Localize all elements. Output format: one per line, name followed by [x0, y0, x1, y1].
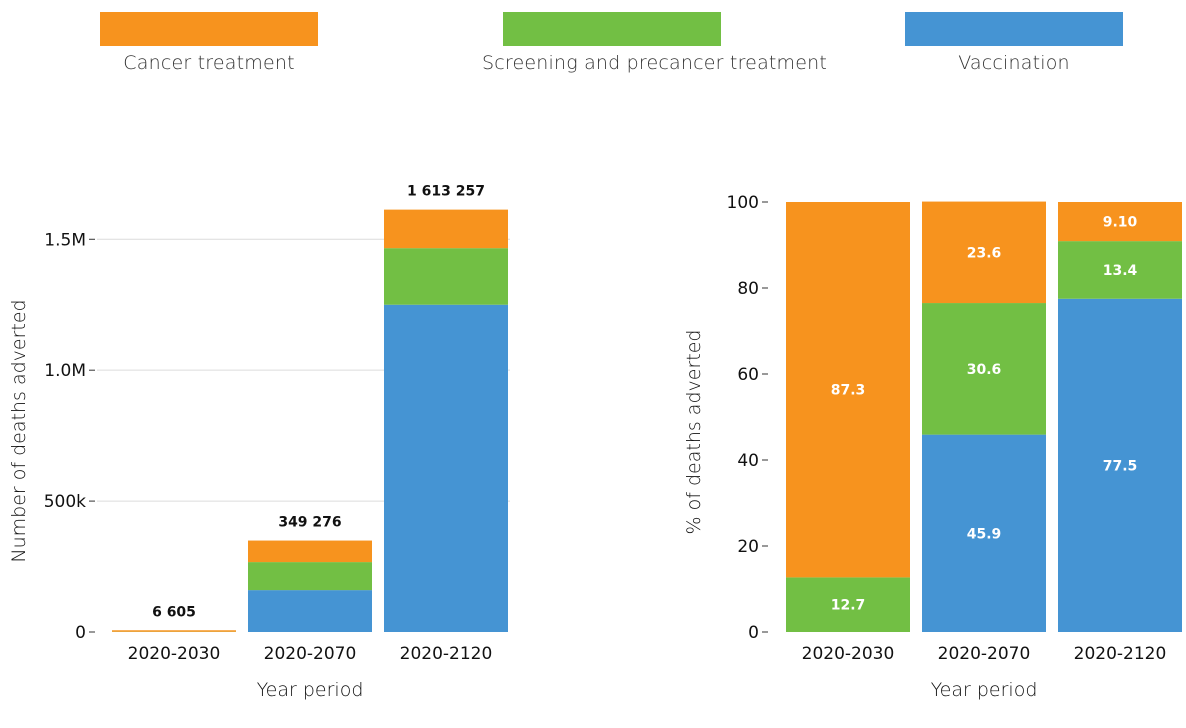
bar-0-1-2 — [248, 540, 372, 563]
x-axis-title-0: Year period — [257, 679, 364, 701]
bar-1-2-1 — [1058, 241, 1182, 299]
x-tick-label-1-1: 2020-2070 — [938, 644, 1031, 664]
y-tick-label-1-3: 60 — [737, 365, 759, 385]
legend-label-vaccination: Vaccination — [958, 52, 1070, 74]
segment-label-1-2-2: 9.10 — [1103, 215, 1138, 231]
y-tick-label-1-5: 100 — [727, 193, 759, 213]
y-tick-label-1-2: 40 — [737, 451, 759, 471]
legend: Cancer treatment Screening and precancer… — [0, 12, 1186, 82]
segment-label-1-0-1: 12.7 — [831, 598, 866, 614]
segment-label-1-1-0: 45.9 — [967, 526, 1002, 542]
bar-0-2-2 — [384, 209, 508, 249]
legend-label-cancer-treatment: Cancer treatment — [123, 52, 295, 74]
legend-swatch-cancer-treatment — [100, 12, 318, 46]
total-label-0-1: 349 276 — [278, 515, 341, 531]
bar-0-0-2 — [112, 630, 236, 632]
segment-label-1-2-0: 77.5 — [1103, 458, 1138, 474]
y-tick-label-1-0: 0 — [748, 623, 759, 643]
y-axis-title-1: % of deaths adverted — [683, 330, 705, 535]
bar-0-2-0 — [384, 304, 508, 632]
x-tick-label-0-1: 2020-2070 — [264, 644, 357, 664]
y-tick-label-0-2: 1.0M — [44, 361, 86, 381]
legend-swatch-screening — [503, 12, 721, 46]
bar-0-1-0 — [248, 590, 372, 632]
y-tick-label-1-4: 80 — [737, 279, 759, 299]
legend-item-cancer-treatment: Cancer treatment — [79, 12, 339, 74]
bar-1-1-0 — [922, 434, 1046, 632]
y-tick-label-1-1: 20 — [737, 537, 759, 557]
y-tick-label-0-1: 500k — [44, 492, 86, 512]
y-axis-title-0: Number of deaths adverted — [8, 299, 30, 562]
x-tick-label-0-2: 2020-2120 — [400, 644, 493, 664]
total-label-0-0: 6 605 — [152, 604, 196, 620]
bar-1-0-2 — [786, 202, 910, 578]
x-tick-label-0-0: 2020-2030 — [128, 644, 221, 664]
bar-1-1-2 — [922, 201, 1046, 304]
x-tick-label-1-0: 2020-2030 — [802, 644, 895, 664]
bar-1-0-1 — [786, 577, 910, 632]
legend-item-screening: Screening and precancer treatment — [482, 12, 828, 74]
x-axis-title-1: Year period — [931, 679, 1038, 701]
legend-label-screening: Screening and precancer treatment — [482, 52, 828, 74]
segment-label-1-2-1: 13.4 — [1103, 263, 1138, 279]
legend-swatch-vaccination — [905, 12, 1123, 46]
bar-1-2-2 — [1058, 202, 1182, 242]
total-label-0-2: 1 613 257 — [407, 184, 485, 200]
legend-item-vaccination: Vaccination — [884, 12, 1144, 74]
segment-label-1-1-2: 23.6 — [967, 245, 1002, 261]
bar-0-2-1 — [384, 248, 508, 305]
segment-label-1-0-2: 87.3 — [831, 383, 866, 399]
bar-0-1-1 — [248, 562, 372, 591]
y-tick-label-0-3: 1.5M — [44, 230, 86, 250]
bar-1-1-1 — [922, 303, 1046, 435]
segment-label-1-1-1: 30.6 — [967, 362, 1002, 378]
y-tick-label-0-0: 0 — [75, 623, 86, 643]
x-tick-label-1-2: 2020-2120 — [1074, 644, 1167, 664]
bar-1-2-0 — [1058, 298, 1182, 632]
